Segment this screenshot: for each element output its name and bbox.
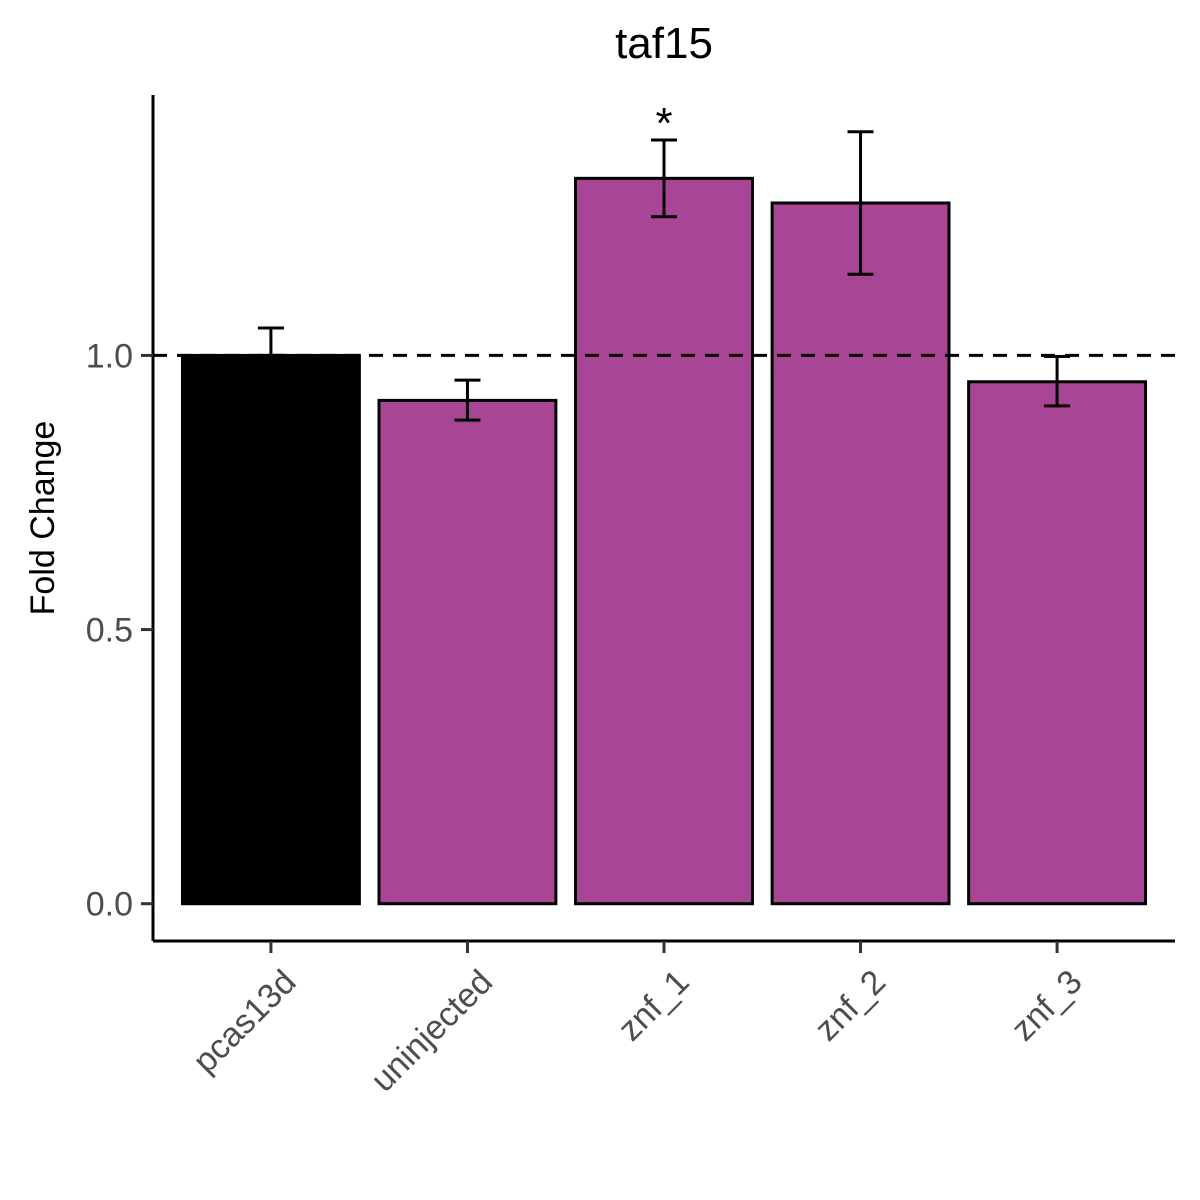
bar-pcas13d xyxy=(180,353,361,906)
x-tick-label-znf_1: znf_1 xyxy=(611,963,697,1049)
bar-znf_1 xyxy=(574,176,754,906)
x-tick-label-znf_2: znf_2 xyxy=(807,963,893,1049)
annotations-group: * xyxy=(655,99,672,148)
bar-znf_2 xyxy=(770,201,951,906)
y-tick-label: 1.0 xyxy=(86,337,133,375)
x-tick-label-uninjected: uninjected xyxy=(364,963,500,1099)
bar-znf_3 xyxy=(967,380,1148,906)
x-tick-label-znf_3: znf_3 xyxy=(1004,963,1090,1049)
error-bar-pcas13d xyxy=(257,326,284,357)
y-axis-label: Fold Change xyxy=(24,421,62,616)
error-bar-znf_3 xyxy=(1044,355,1071,408)
y-tick-label: 0.0 xyxy=(86,886,133,924)
x-tick-label-pcas13d: pcas13d xyxy=(186,963,304,1081)
x-ticks-group: pcas13d uninjected znf_1 znf_2 znf_3 xyxy=(186,941,1090,1099)
error-bars-group xyxy=(257,130,1071,422)
chart-title: taf15 xyxy=(615,19,713,68)
y-ticks-group: 0.0 0.5 1.0 xyxy=(86,337,153,924)
bar-uninjected xyxy=(377,398,558,906)
bars-group xyxy=(180,176,1148,906)
significance-marker-znf_1: * xyxy=(655,99,672,148)
error-bar-uninjected xyxy=(454,378,481,422)
y-tick-label: 0.5 xyxy=(86,612,133,650)
error-bar-znf_1 xyxy=(651,138,677,219)
error-bar-znf_2 xyxy=(847,130,874,276)
